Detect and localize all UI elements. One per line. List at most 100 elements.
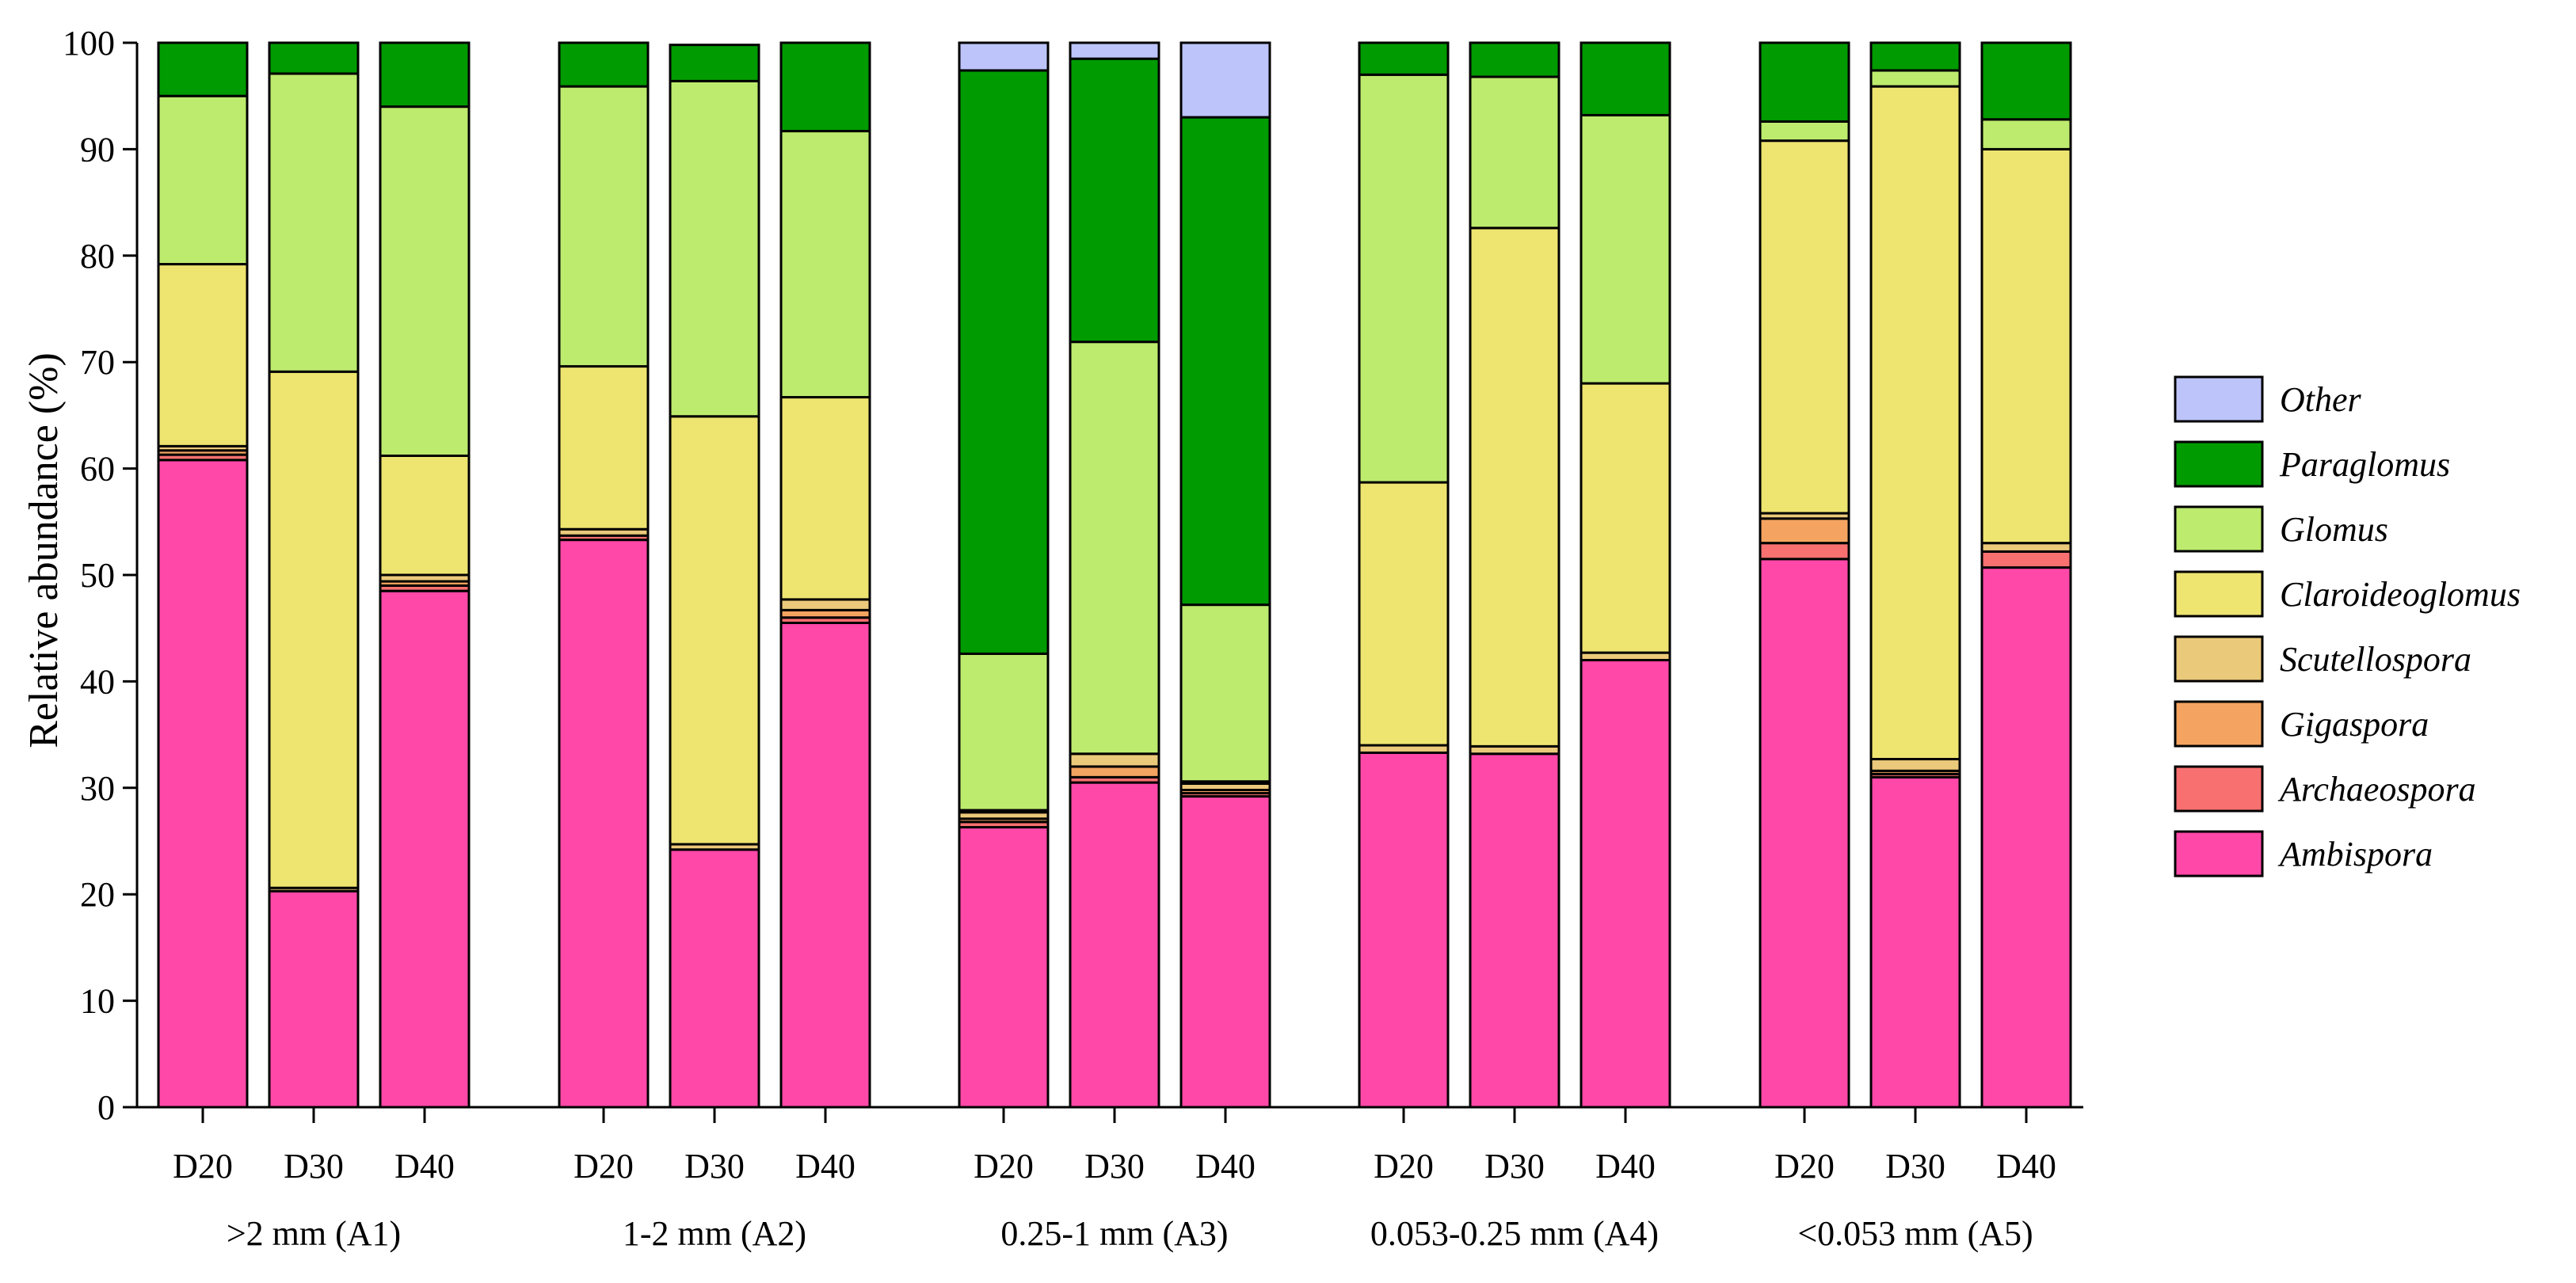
bar-segment-claroideoglomus [1759, 139, 1850, 515]
bar-stack-0-053-0-25-mm-A4--D30 [1469, 41, 1560, 1109]
bar-segment-ambispora [958, 826, 1050, 1109]
x-tick-label: D30 [1885, 1147, 1945, 1186]
bar-segment-ambispora [558, 539, 650, 1109]
bar-segment-ambispora [1580, 659, 1671, 1109]
bar-segment-ambispora [1069, 781, 1160, 1109]
bar-segment-paraglomus [1980, 41, 2072, 121]
legend-label: Scutellospora [2280, 640, 2471, 679]
bar-segment-glomus [669, 79, 760, 418]
x-tick-label: D20 [1374, 1147, 1434, 1186]
bar-segment-paraglomus [958, 69, 1050, 655]
x-tick-label: D30 [284, 1147, 344, 1186]
legend-swatch [2174, 375, 2264, 423]
bar-segment-claroideoglomus [669, 415, 760, 846]
bar-segment-archaeospora [1980, 550, 2072, 569]
bar-segment-glomus [1179, 603, 1271, 783]
bar-segment-glomus [1358, 73, 1450, 484]
bar-segment-claroideoglomus [379, 454, 471, 577]
bar-stack-0-25-1-mm-A3--D20 [958, 41, 1050, 1109]
group-label: >2 mm (A1) [227, 1214, 401, 1253]
legend-label: Ambispora [2277, 835, 2433, 874]
y-tick-label: 100 [63, 24, 115, 63]
bar-stack--2-mm-A1--D20 [157, 41, 249, 1109]
bar-stack--0-053-mm-A5--D20 [1759, 41, 1850, 1109]
legend-swatch [2174, 505, 2264, 553]
bar-segment-paraglomus [379, 41, 471, 109]
y-tick-label: 80 [80, 237, 115, 276]
x-tick-label: D20 [173, 1147, 233, 1186]
bar-segment-gigaspora [1069, 765, 1160, 779]
legend-swatch [2174, 635, 2264, 683]
bar-segment-other [958, 41, 1050, 72]
bar-segment-scutellospora [1069, 752, 1160, 768]
bar-segment-claroideoglomus [1358, 481, 1450, 747]
y-tick-label: 60 [80, 450, 115, 489]
bar-segment-glomus [958, 652, 1050, 812]
bar-segment-glomus [1469, 75, 1560, 230]
legend-swatch [2174, 700, 2264, 748]
bar-segment-ambispora [157, 459, 249, 1109]
group-label: 0.25-1 mm (A3) [1000, 1214, 1228, 1253]
bar-segment-paraglomus [669, 44, 760, 82]
bar-segment-other [1069, 41, 1160, 60]
x-tick-label: D20 [974, 1147, 1034, 1186]
bar-segment-claroideoglomus [558, 365, 650, 531]
legend-item-scutellospora: Scutellospora [2174, 635, 2471, 683]
y-tick-label: 30 [80, 769, 115, 808]
legend-swatch [2174, 830, 2264, 878]
bar-segment-claroideoglomus [1580, 382, 1671, 654]
bar-stack-1-2-mm-A2--D30 [669, 44, 760, 1109]
bar-segment-gigaspora [1759, 517, 1850, 545]
legend-label: Glomus [2280, 510, 2388, 549]
bar-segment-ambispora [379, 589, 471, 1109]
bar-segment-paraglomus [1069, 57, 1160, 344]
bar-stack-0-25-1-mm-A3--D40 [1179, 41, 1271, 1109]
bar-stack-1-2-mm-A2--D20 [558, 41, 650, 1109]
x-tick-label: D20 [574, 1147, 634, 1186]
legend-item-glomus: Glomus [2174, 505, 2388, 553]
bar-segment-claroideoglomus [1469, 227, 1560, 748]
group-label: 0.053-0.25 mm (A4) [1370, 1214, 1659, 1253]
legend-item-claroideoglomus: Claroideoglomus [2174, 570, 2521, 618]
bar-segment-ambispora [1358, 751, 1450, 1109]
legend-label: Gigaspora [2280, 705, 2429, 744]
bar-segment-other [1179, 41, 1271, 119]
bars-layer [157, 41, 2072, 1109]
group-labels: >2 mm (A1) 1-2 mm (A2) 0.25-1 mm (A3) 0.053… [227, 1214, 2033, 1253]
bar-segment-paraglomus [1869, 41, 1961, 72]
bar-segment-glomus [157, 94, 249, 266]
bar-segment-glomus [779, 130, 871, 399]
bar-segment-paraglomus [1179, 116, 1271, 607]
bar-segment-glomus [268, 72, 360, 373]
bar-stack-0-25-1-mm-A3--D30 [1069, 41, 1160, 1109]
x-tick-label: D40 [795, 1147, 855, 1186]
bar-segment-glomus [1980, 118, 2072, 150]
bar-stack--0-053-mm-A5--D40 [1980, 41, 2072, 1109]
bar-stack-0-053-0-25-mm-A4--D40 [1580, 41, 1671, 1109]
bar-segment-ambispora [1869, 775, 1961, 1109]
bar-segment-glomus [1759, 120, 1850, 143]
x-tick-label: D20 [1774, 1147, 1835, 1186]
legend-item-archaeospora: Archaeospora [2174, 765, 2476, 813]
bar-segment-paraglomus [558, 41, 650, 88]
bar-stack-1-2-mm-A2--D40 [779, 41, 871, 1109]
bar-segment-glomus [558, 85, 650, 368]
bar-segment-ambispora [1469, 752, 1560, 1109]
x-axis-labels: D20 D30 D40 D20 D30 D40 D20 D30 D40 D20 D30 D40 D20 D… [173, 1147, 2056, 1186]
bar-segment-glomus [1869, 69, 1961, 88]
y-axis-title: Relative abundance (%) [21, 352, 67, 748]
bar-segment-ambispora [268, 889, 360, 1109]
legend-swatch [2174, 440, 2264, 488]
bar-segment-archaeospora [1759, 542, 1850, 561]
bar-segment-scutellospora [779, 598, 871, 611]
bar-segment-glomus [379, 105, 471, 457]
bar-stack-0-053-0-25-mm-A4--D20 [1358, 41, 1450, 1109]
bar-segment-claroideoglomus [1980, 147, 2072, 545]
bar-stack--0-053-mm-A5--D30 [1869, 41, 1961, 1109]
x-tick-label: D30 [684, 1147, 745, 1186]
y-tick-label: 0 [97, 1088, 115, 1127]
group-label: 1-2 mm (A2) [623, 1214, 806, 1253]
legend-label: Claroideoglomus [2280, 575, 2521, 614]
